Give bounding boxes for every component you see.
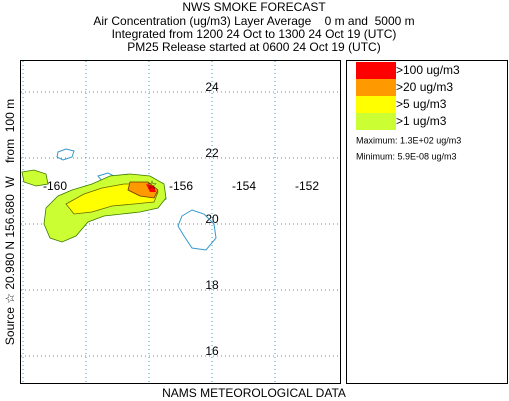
subtitle: Air Concentration (ug/m3) Layer Average …: [93, 14, 414, 28]
legend-label: >5 ug/m3: [396, 97, 447, 111]
legend-label: >100 ug/m3: [396, 63, 460, 77]
legend-label: >20 ug/m3: [396, 80, 453, 94]
longitude-label: -160: [43, 179, 67, 193]
source-star: ☆: [147, 178, 158, 192]
legend-frame: [346, 60, 508, 384]
minimum: Minimum: 5.9E-08 ug/m3: [356, 151, 457, 161]
latitude-label: 20: [205, 212, 219, 226]
legend-swatch: [356, 62, 396, 79]
legend-swatch: [356, 113, 396, 130]
source-label: Source ☆ 20.980 N 156.680 W from 100 m: [3, 99, 17, 345]
smoke-plume: [21, 169, 167, 243]
subtitle: Integrated from 1200 24 Oct to 1300 24 O…: [112, 27, 397, 41]
latitude-label: 24: [205, 80, 219, 94]
legend: >100 ug/m3 >20 ug/m3 >5 ug/m3 >1 ug/m3: [356, 62, 460, 130]
map-frame: [20, 60, 341, 384]
longitude-label: -154: [232, 179, 256, 193]
title: NWS SMOKE FORECAST: [182, 0, 326, 14]
longitude-label: -156: [169, 179, 193, 193]
footer: NAMS METEOROLOGICAL DATA: [162, 386, 346, 400]
legend-swatch: [356, 79, 396, 96]
legend-swatch: [356, 96, 396, 113]
latitude-label: 16: [205, 344, 219, 358]
legend-label: >1 ug/m3: [396, 114, 447, 128]
maximum: Maximum: 1.3E+02 ug/m3: [356, 135, 461, 145]
subtitle: PM25 Release started at 0600 24 Oct 19 (…: [127, 40, 380, 54]
longitude-label: -152: [295, 179, 319, 193]
